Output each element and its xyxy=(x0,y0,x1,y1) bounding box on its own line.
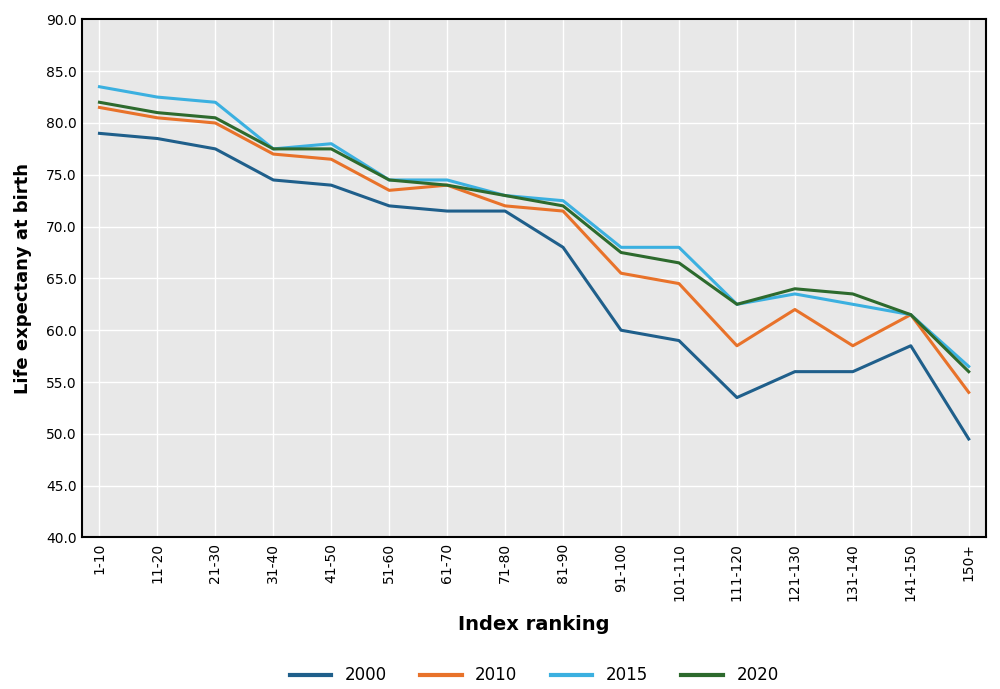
2020 xyxy=(325,145,337,153)
2010 xyxy=(615,269,627,278)
2015 xyxy=(325,140,337,148)
2010 xyxy=(963,388,975,396)
2000 xyxy=(905,342,917,350)
2015 xyxy=(731,300,743,309)
2010 xyxy=(847,342,859,350)
2010 xyxy=(905,311,917,319)
2020 xyxy=(93,98,105,106)
2015 xyxy=(441,176,453,184)
2015 xyxy=(615,243,627,251)
2000 xyxy=(325,181,337,189)
2020 xyxy=(267,145,279,153)
2015 xyxy=(673,243,685,251)
2010 xyxy=(325,155,337,163)
2000 xyxy=(267,176,279,184)
Line: 2010: 2010 xyxy=(99,107,969,392)
2020 xyxy=(441,181,453,189)
2020 xyxy=(557,202,569,210)
Line: 2000: 2000 xyxy=(99,134,969,439)
2020 xyxy=(789,285,801,293)
2015 xyxy=(93,83,105,91)
2015 xyxy=(847,300,859,309)
2010 xyxy=(731,342,743,350)
2015 xyxy=(209,98,221,106)
2015 xyxy=(267,145,279,153)
2000 xyxy=(963,435,975,443)
2020 xyxy=(499,192,511,200)
2020 xyxy=(383,176,395,184)
2015 xyxy=(789,290,801,298)
2010 xyxy=(557,207,569,215)
X-axis label: Index ranking: Index ranking xyxy=(458,615,610,634)
2000 xyxy=(789,367,801,376)
Line: 2015: 2015 xyxy=(99,87,969,367)
2020 xyxy=(963,367,975,376)
2000 xyxy=(209,145,221,153)
2000 xyxy=(847,367,859,376)
2000 xyxy=(441,207,453,215)
2020 xyxy=(209,114,221,122)
2010 xyxy=(209,119,221,127)
2015 xyxy=(557,196,569,205)
2000 xyxy=(615,326,627,334)
2010 xyxy=(151,114,163,122)
2020 xyxy=(905,311,917,319)
2020 xyxy=(731,300,743,309)
2020 xyxy=(847,290,859,298)
2000 xyxy=(383,202,395,210)
2010 xyxy=(673,280,685,288)
2020 xyxy=(673,259,685,267)
2020 xyxy=(151,108,163,116)
2010 xyxy=(789,305,801,313)
Legend: 2000, 2010, 2015, 2020: 2000, 2010, 2015, 2020 xyxy=(283,660,785,689)
2020 xyxy=(615,248,627,256)
2010 xyxy=(441,181,453,189)
2010 xyxy=(499,202,511,210)
2015 xyxy=(499,192,511,200)
2010 xyxy=(383,186,395,194)
2010 xyxy=(93,103,105,112)
2000 xyxy=(93,130,105,138)
Line: 2020: 2020 xyxy=(99,102,969,371)
2015 xyxy=(383,176,395,184)
2000 xyxy=(557,243,569,251)
2015 xyxy=(151,93,163,101)
2000 xyxy=(151,134,163,143)
2000 xyxy=(673,336,685,344)
2000 xyxy=(731,393,743,402)
2000 xyxy=(499,207,511,215)
2015 xyxy=(905,311,917,319)
2015 xyxy=(963,362,975,371)
2010 xyxy=(267,150,279,158)
Y-axis label: Life expectany at birth: Life expectany at birth xyxy=(14,163,32,394)
